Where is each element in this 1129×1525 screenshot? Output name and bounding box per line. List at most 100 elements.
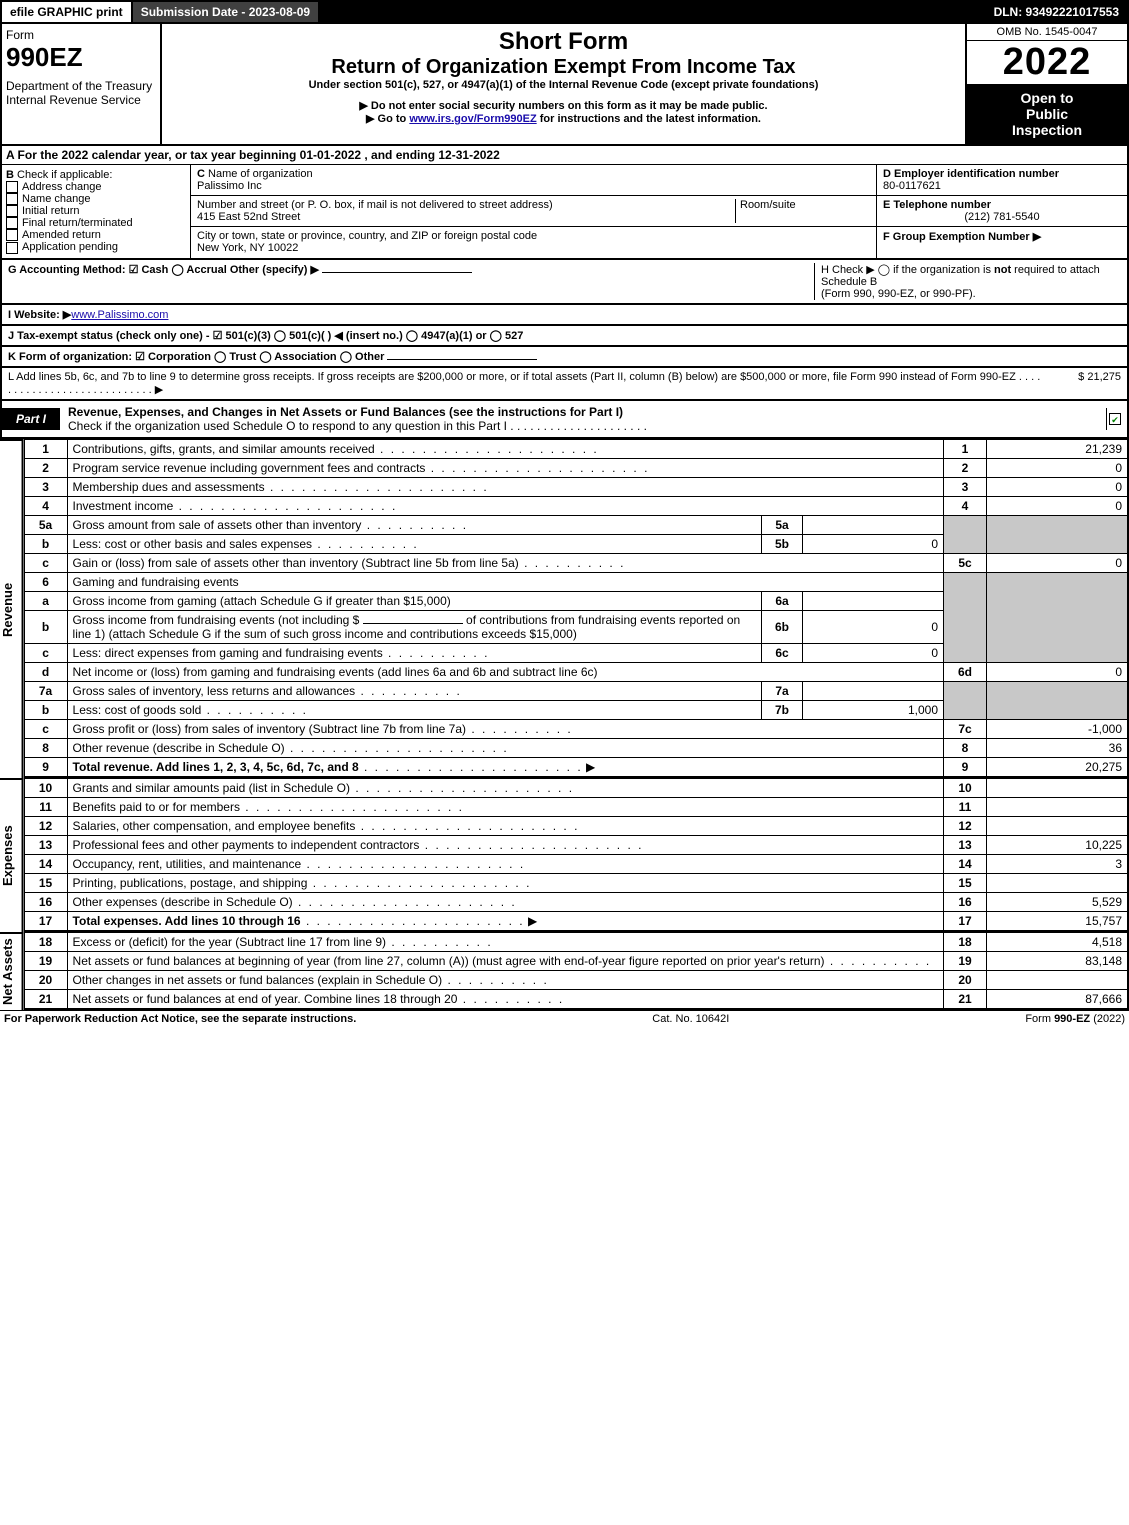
n: 14 — [24, 854, 67, 873]
k: 2 — [944, 458, 987, 477]
expenses-block: Expenses 10Grants and similar amounts pa… — [0, 778, 1129, 932]
form-word: Form — [6, 28, 156, 42]
n: c — [24, 553, 67, 572]
n: 16 — [24, 892, 67, 911]
b-name: Name change — [22, 193, 91, 205]
dln-label: DLN: 93492221017553 — [986, 2, 1127, 22]
revenue-label: Revenue — [0, 439, 24, 778]
row-13: 13Professional fees and other payments t… — [24, 835, 1128, 854]
section-i: I Website: ▶www.Palissimo.com — [0, 305, 1129, 326]
chk-final[interactable] — [6, 217, 18, 229]
v — [987, 873, 1129, 892]
n: 8 — [24, 738, 67, 757]
chk-name[interactable] — [6, 193, 18, 205]
k: 7c — [944, 719, 987, 738]
city-val: New York, NY 10022 — [197, 242, 298, 254]
d: Gross profit or (loss) from sales of inv… — [73, 722, 466, 736]
part1-header: Part I Revenue, Expenses, and Changes in… — [0, 401, 1129, 439]
k: 21 — [944, 989, 987, 1009]
k: 1 — [944, 439, 987, 458]
efile-label[interactable]: efile GRAPHIC print — [2, 2, 133, 22]
netassets-block: Net Assets 18Excess or (deficit) for the… — [0, 932, 1129, 1010]
k: 18 — [944, 932, 987, 951]
d: Gross income from gaming (attach Schedul… — [67, 591, 761, 610]
d: Net income or (loss) from gaming and fun… — [73, 665, 598, 679]
part1-check[interactable] — [1106, 408, 1127, 430]
open-to-public: Open to Public Inspection — [967, 84, 1127, 144]
n: 15 — [24, 873, 67, 892]
d: Program service revenue including govern… — [73, 461, 426, 475]
note-ssn: ▶ Do not enter social security numbers o… — [168, 99, 959, 112]
irs-link[interactable]: www.irs.gov/Form990EZ — [409, 113, 536, 125]
v: -1,000 — [987, 719, 1129, 738]
d: Less: cost or other basis and sales expe… — [73, 537, 312, 551]
row-16: 16Other expenses (describe in Schedule O… — [24, 892, 1128, 911]
sv — [803, 515, 944, 534]
n: 21 — [24, 989, 67, 1009]
sk: 6a — [762, 591, 803, 610]
section-a: A For the 2022 calendar year, or tax yea… — [0, 146, 1129, 165]
k: 4 — [944, 496, 987, 515]
street-val: 415 East 52nd Street — [197, 211, 300, 223]
section-h: H Check ▶ ◯ if the organization is not r… — [814, 263, 1121, 300]
sk: 6c — [762, 643, 803, 662]
revenue-table: 1 Contributions, gifts, grants, and simil… — [24, 439, 1129, 778]
row-11: 11Benefits paid to or for members11 — [24, 797, 1128, 816]
k: 17 — [944, 911, 987, 931]
d1: Gross income from fundraising events (no… — [73, 613, 360, 627]
v: 83,148 — [987, 951, 1129, 970]
n: 13 — [24, 835, 67, 854]
k: 14 — [944, 854, 987, 873]
n: 4 — [24, 496, 67, 515]
d: Less: cost of goods sold — [73, 703, 202, 717]
k: 12 — [944, 816, 987, 835]
website-link[interactable]: www.Palissimo.com — [71, 309, 168, 321]
n: 19 — [24, 951, 67, 970]
d: Total expenses. Add lines 10 through 16 — [73, 914, 301, 928]
row-21: 21Net assets or fund balances at end of … — [24, 989, 1128, 1009]
n: c — [24, 643, 67, 662]
n: 2 — [24, 458, 67, 477]
h-post2: (Form 990, 990-EZ, or 990-PF). — [821, 288, 976, 300]
row-6: 6Gaming and fundraising events — [24, 572, 1128, 591]
v — [987, 778, 1129, 797]
section-l: L Add lines 5b, 6c, and 7b to line 9 to … — [0, 368, 1129, 401]
row-7a: 7aGross sales of inventory, less returns… — [24, 681, 1128, 700]
f-label: F Group Exemption Number ▶ — [883, 231, 1041, 243]
row-3: 3Membership dues and assessments30 — [24, 477, 1128, 496]
d: Less: direct expenses from gaming and fu… — [73, 646, 383, 660]
section-g: G Accounting Method: ☑ Cash ◯ Accrual Ot… — [8, 263, 814, 300]
v: 0 — [987, 496, 1129, 515]
sv: 0 — [803, 534, 944, 553]
i-pre: I Website: ▶ — [8, 309, 71, 321]
e-label: E Telephone number — [883, 199, 991, 211]
d: Occupancy, rent, utilities, and maintena… — [73, 857, 302, 871]
b-label: B — [6, 169, 14, 181]
open3: Inspection — [973, 122, 1121, 138]
k: 5c — [944, 553, 987, 572]
v: 4,518 — [987, 932, 1129, 951]
expenses-label: Expenses — [0, 778, 24, 932]
v — [987, 816, 1129, 835]
sk: 6b — [762, 610, 803, 643]
k: 20 — [944, 970, 987, 989]
row-5a: 5aGross amount from sale of assets other… — [24, 515, 1128, 534]
chk-address[interactable] — [6, 181, 18, 193]
row-18: 18 Excess or (deficit) for the year (Subt… — [24, 932, 1128, 951]
open2: Public — [973, 106, 1121, 122]
chk-initial[interactable] — [6, 205, 18, 217]
street-block: Number and street (or P. O. box, if mail… — [191, 196, 876, 227]
n: 9 — [24, 757, 67, 777]
v: 10,225 — [987, 835, 1129, 854]
d: Excess or (deficit) for the year (Subtra… — [73, 935, 386, 949]
d: Salaries, other compensation, and employ… — [73, 819, 356, 833]
note2-pre: ▶ Go to — [366, 113, 409, 125]
d: Contributions, gifts, grants, and simila… — [73, 442, 375, 456]
footer-right: Form 990-EZ (2022) — [1025, 1013, 1125, 1025]
chk-amended[interactable] — [6, 229, 18, 241]
v: 0 — [987, 477, 1129, 496]
g-text: G Accounting Method: ☑ Cash ◯ Accrual Ot… — [8, 264, 319, 276]
d: Grants and similar amounts paid (list in… — [73, 781, 350, 795]
chk-pending[interactable] — [6, 242, 18, 254]
expenses-table: 10Grants and similar amounts paid (list … — [24, 778, 1129, 932]
